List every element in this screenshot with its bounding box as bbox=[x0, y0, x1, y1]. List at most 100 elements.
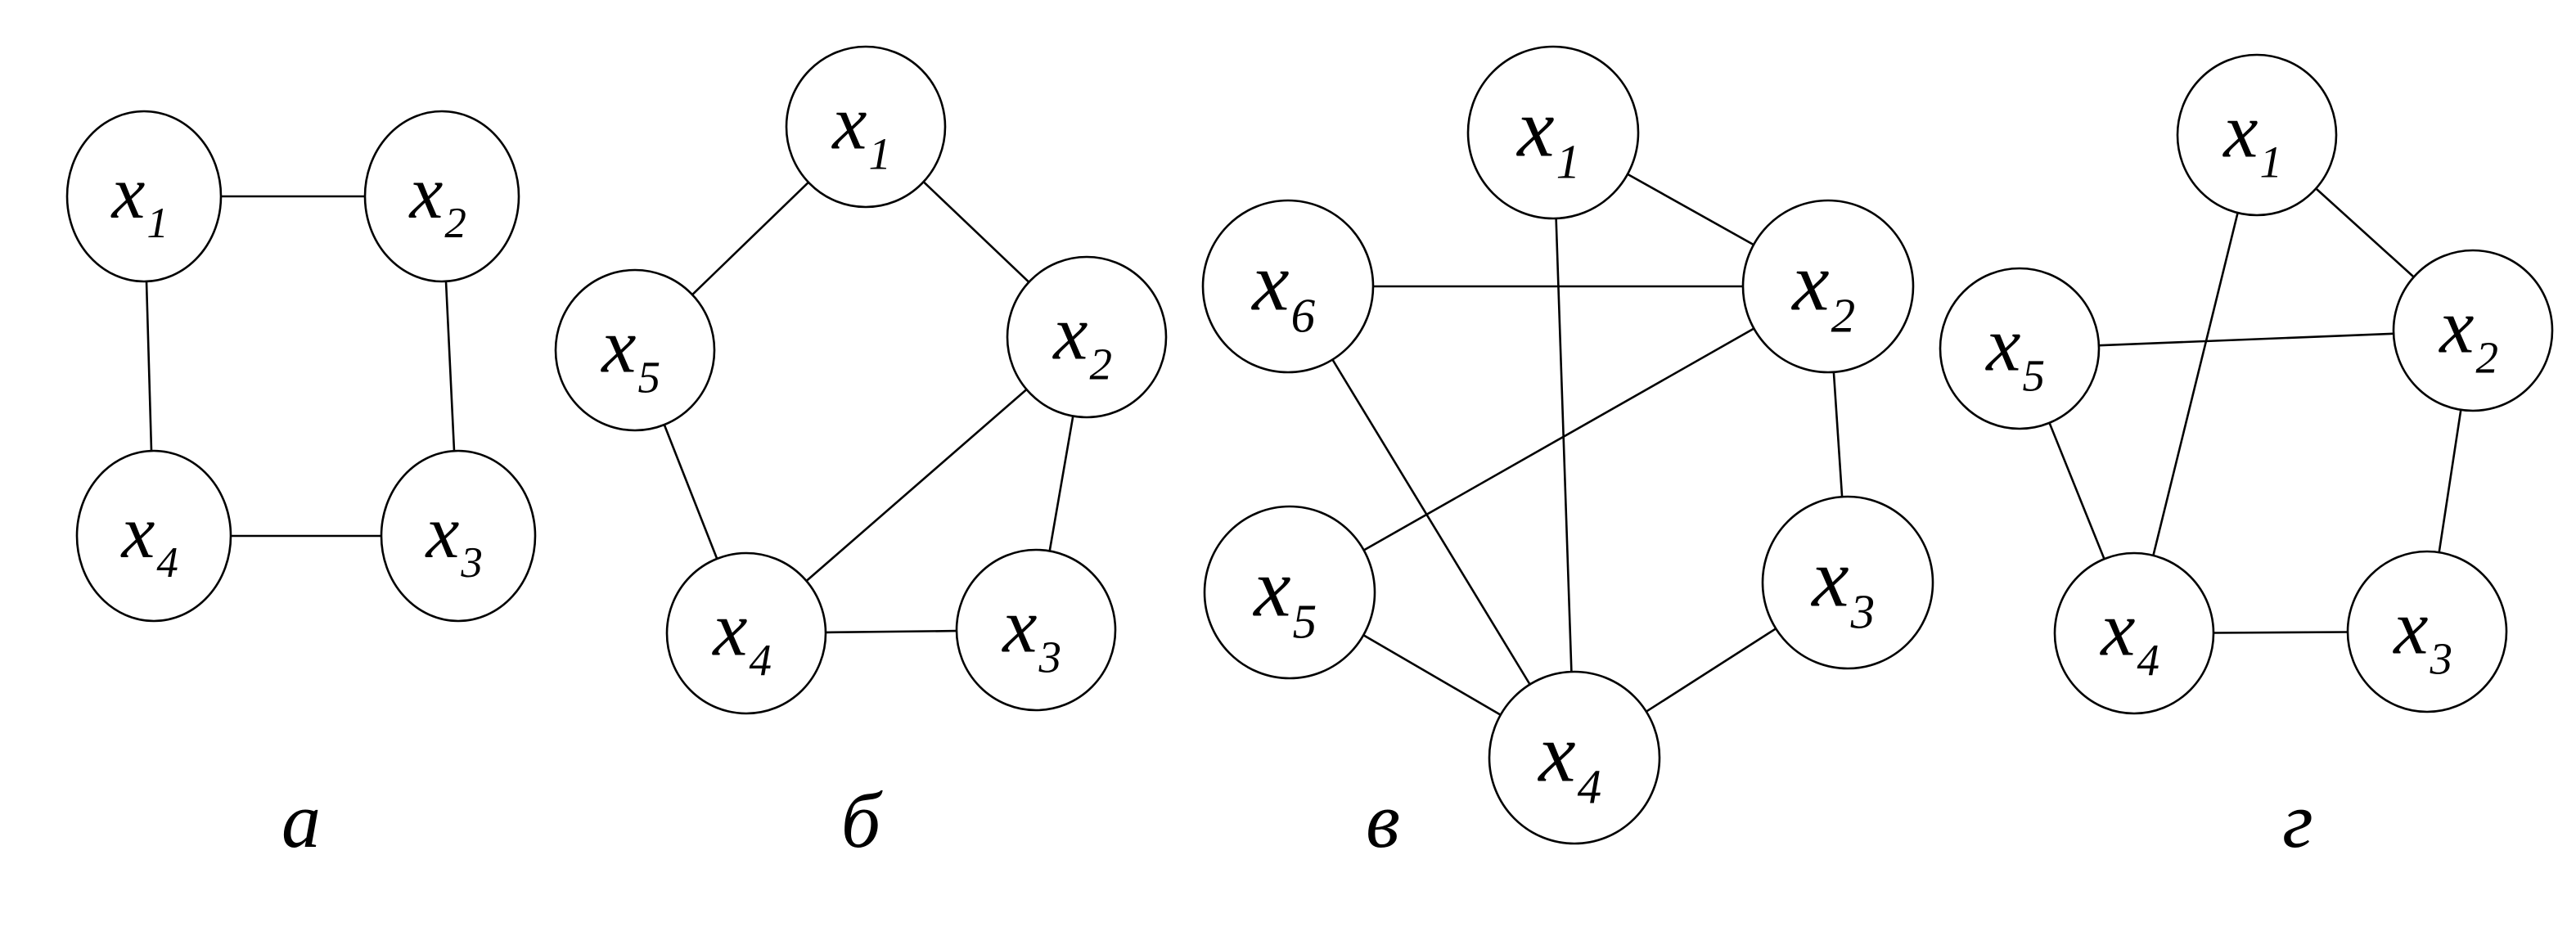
node-x4: x4 bbox=[665, 551, 827, 715]
node-label-base: x bbox=[425, 490, 460, 574]
edge-x1-x2 bbox=[1627, 173, 1754, 246]
node-x3: x3 bbox=[380, 449, 537, 623]
node-label: x4 bbox=[120, 490, 178, 587]
node-circle bbox=[1741, 199, 1915, 374]
node-label: x3 bbox=[1810, 533, 1875, 639]
node-x2: x2 bbox=[1741, 199, 1915, 374]
node-label-base: x bbox=[1790, 236, 1829, 329]
node-x1: x1 bbox=[2176, 53, 2338, 217]
edge-x1-x4 bbox=[145, 281, 153, 452]
node-label: x3 bbox=[1001, 583, 1061, 682]
edge-x6-x4 bbox=[1331, 358, 1531, 686]
node-label-subscript: 3 bbox=[1038, 632, 1061, 682]
edge-x4-x3 bbox=[825, 629, 957, 634]
node-circle bbox=[554, 268, 716, 432]
node-label-base: x bbox=[2438, 283, 2474, 370]
node-label-base: x bbox=[110, 151, 146, 234]
node-x4: x4 bbox=[1488, 670, 1661, 845]
node-x4: x4 bbox=[2053, 551, 2215, 715]
node-x2: x2 bbox=[2392, 249, 2554, 412]
edge-x3-x4 bbox=[1646, 628, 1777, 713]
node-circle bbox=[2176, 53, 2338, 217]
node-circle bbox=[665, 551, 827, 715]
node-label: x4 bbox=[1537, 708, 1601, 814]
node-label-subscript: 4 bbox=[1578, 760, 1602, 814]
edge-x2-x4 bbox=[805, 389, 1028, 582]
panel-label-1: а bbox=[281, 776, 321, 864]
panel-label-2: б bbox=[841, 776, 883, 864]
edge-x1-x4 bbox=[1555, 218, 1573, 673]
node-label-base: x bbox=[831, 79, 867, 166]
node-label-base: x bbox=[1250, 236, 1289, 329]
node-label-subscript: 3 bbox=[1850, 585, 1876, 639]
node-circle bbox=[65, 110, 223, 283]
node-label-base: x bbox=[408, 151, 444, 234]
node-label: x6 bbox=[1250, 236, 1315, 343]
node-label: x4 bbox=[2099, 586, 2159, 686]
node-label-base: x bbox=[711, 586, 747, 673]
edge-x5-x4 bbox=[663, 424, 718, 560]
node-label: x3 bbox=[425, 490, 483, 587]
node-label-subscript: 1 bbox=[1556, 135, 1581, 189]
node-x1: x1 bbox=[65, 110, 223, 283]
node-label: x1 bbox=[2222, 88, 2282, 187]
node-label: x3 bbox=[2392, 584, 2452, 684]
node-label: x2 bbox=[408, 151, 466, 247]
node-x1: x1 bbox=[1466, 45, 1640, 220]
node-x2: x2 bbox=[363, 110, 520, 283]
node-label-subscript: 5 bbox=[637, 353, 660, 403]
node-circle bbox=[1006, 255, 1168, 419]
edge-x2-x5 bbox=[1362, 327, 1755, 551]
node-x5: x5 bbox=[1203, 505, 1376, 680]
edge-x2-x3 bbox=[1048, 416, 1074, 551]
edge-x2-x3 bbox=[2438, 409, 2462, 553]
node-label-subscript: 4 bbox=[156, 539, 178, 587]
node-circle bbox=[380, 449, 537, 623]
node-x2: x2 bbox=[1006, 255, 1168, 419]
node-circle bbox=[1466, 45, 1640, 220]
node-label-subscript: 3 bbox=[2429, 634, 2452, 684]
edge-x2-x3 bbox=[444, 281, 456, 452]
node-x3: x3 bbox=[955, 548, 1117, 712]
node-label: x1 bbox=[110, 151, 169, 247]
node-label-base: x bbox=[600, 303, 636, 389]
node-label-base: x bbox=[2222, 88, 2258, 174]
edge-x5-x4 bbox=[2048, 422, 2105, 560]
node-label-subscript: 5 bbox=[1293, 595, 1317, 649]
node-label-base: x bbox=[1810, 533, 1849, 625]
node-x5: x5 bbox=[1939, 267, 2101, 430]
node-label-base: x bbox=[1515, 83, 1554, 175]
node-x3: x3 bbox=[2346, 550, 2508, 713]
node-label-subscript: 2 bbox=[1089, 340, 1112, 389]
node-circle bbox=[955, 548, 1117, 712]
node-label-subscript: 1 bbox=[868, 129, 891, 179]
edge-x1-x5 bbox=[691, 181, 809, 296]
node-circle bbox=[1939, 267, 2101, 430]
node-circle bbox=[2346, 550, 2508, 713]
node-circle bbox=[1761, 495, 1934, 670]
panel-label-4: г bbox=[2282, 776, 2313, 864]
node-label-base: x bbox=[2392, 584, 2428, 671]
node-label: x1 bbox=[1515, 83, 1580, 189]
node-x4: x4 bbox=[75, 449, 232, 623]
node-label-base: x bbox=[1052, 290, 1088, 376]
node-circle bbox=[363, 110, 520, 283]
node-label-subscript: 4 bbox=[749, 636, 772, 686]
node-circle bbox=[1488, 670, 1661, 845]
node-label-base: x bbox=[1984, 301, 2020, 388]
node-label-subscript: 4 bbox=[2137, 636, 2159, 686]
node-x3: x3 bbox=[1761, 495, 1934, 670]
node-label-subscript: 3 bbox=[460, 539, 483, 587]
edges-layer bbox=[145, 173, 2462, 716]
node-label-subscript: 2 bbox=[1831, 289, 1856, 343]
node-label-subscript: 5 bbox=[2022, 351, 2045, 401]
node-label-subscript: 1 bbox=[2259, 137, 2282, 187]
edge-x1-x4 bbox=[2152, 212, 2239, 556]
node-x6: x6 bbox=[1201, 199, 1375, 374]
edge-x5-x2 bbox=[2098, 332, 2394, 347]
edge-x4-x3 bbox=[2213, 631, 2349, 634]
node-label: x4 bbox=[711, 586, 772, 686]
panel-label-3: в bbox=[1366, 776, 1400, 864]
